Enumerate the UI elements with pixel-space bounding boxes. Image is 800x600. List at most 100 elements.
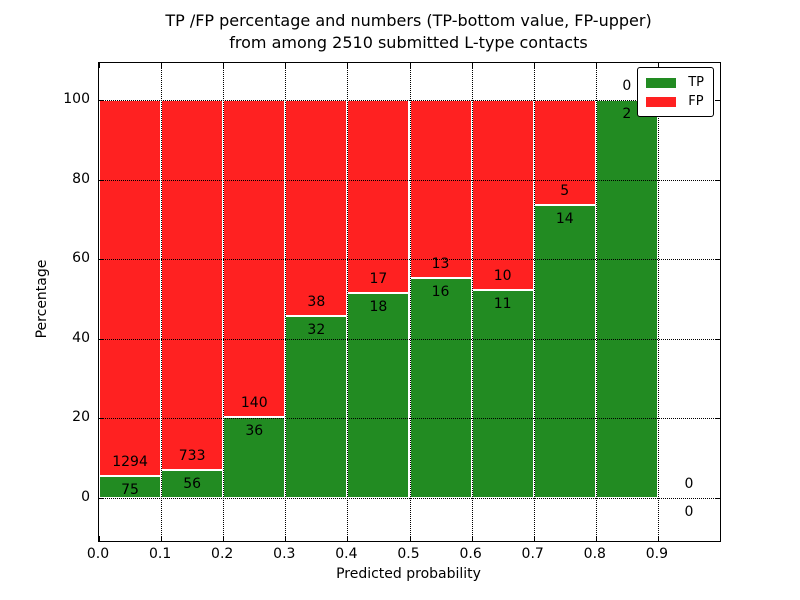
- y-tick-label: 0: [81, 489, 90, 505]
- fp-bar: [471, 100, 534, 290]
- chart-title-line2: from among 2510 submitted L-type contact…: [229, 33, 588, 52]
- x-tick-mark-top: [223, 63, 225, 68]
- tp-bar: [347, 293, 410, 498]
- tp-bar: [99, 476, 162, 498]
- y-tick-mark-right: [715, 418, 720, 420]
- fp-count-label: 10: [493, 267, 512, 284]
- y-tick-mark-right: [715, 338, 720, 340]
- tp-bar: [595, 100, 658, 498]
- tp-bar: [223, 416, 286, 498]
- legend: TP FP: [637, 67, 714, 117]
- x-tick-mark-top: [595, 63, 597, 68]
- x-tick-mark: [595, 536, 597, 541]
- gridline-vertical: [533, 63, 535, 541]
- plot-area: TP FP 1294 75 733 56 140 36 38 32 17 18 13 16 10 11 5 14…: [98, 62, 721, 542]
- tp-legend-swatch-icon: [646, 77, 677, 88]
- x-tick-mark: [285, 536, 287, 541]
- x-tick-mark: [99, 536, 100, 541]
- x-tick-label: 0.2: [211, 546, 234, 562]
- tp-count-label: 32: [307, 322, 326, 339]
- fp-count-label: 0: [622, 78, 632, 94]
- x-tick-mark: [471, 536, 473, 541]
- x-tick-mark: [347, 536, 349, 541]
- tp-bar: [471, 289, 534, 498]
- y-tick-mark: [99, 418, 104, 420]
- x-tick-label: 0.4: [335, 546, 358, 562]
- x-tick-mark: [161, 536, 163, 541]
- y-tick-mark-right: [715, 498, 720, 499]
- x-tick-mark-top: [285, 63, 287, 68]
- fp-bar: [99, 100, 162, 477]
- x-tick-label: 0.7: [521, 546, 544, 562]
- x-tick-mark-top: [347, 63, 349, 68]
- fp-bar: [285, 100, 348, 317]
- y-tick-mark-right: [715, 100, 720, 101]
- fp-bar: [223, 100, 286, 417]
- y-tick-mark: [99, 100, 104, 101]
- chart-title-line1: TP /FP percentage and numbers (TP-bottom…: [165, 11, 652, 30]
- y-tick-label: 100: [63, 91, 90, 107]
- y-tick-mark: [99, 498, 104, 499]
- tp-count-label: 36: [245, 422, 264, 439]
- legend-label: TP: [688, 75, 704, 90]
- y-tick-label: 20: [72, 409, 90, 426]
- tp-count-label: 11: [493, 295, 512, 312]
- legend-entry-tp: TP: [646, 73, 704, 92]
- legend-label: FP: [688, 94, 704, 109]
- y-tick-mark: [99, 338, 104, 340]
- tp-bar: [161, 469, 224, 498]
- tp-count-label: 18: [369, 299, 388, 316]
- x-tick-label: 0.3: [273, 546, 296, 562]
- fp-bar: [347, 100, 410, 294]
- y-tick-mark: [99, 179, 104, 181]
- y-tick-mark-right: [715, 259, 720, 261]
- tp-bar: [533, 204, 596, 498]
- x-tick-label: 0.0: [86, 546, 110, 562]
- x-tick-mark-top: [99, 63, 100, 68]
- tp-count-label: 16: [431, 284, 450, 301]
- y-tick-label: 80: [72, 170, 90, 187]
- x-tick-label: 0.6: [459, 546, 482, 562]
- fp-count-label: 140: [240, 394, 268, 411]
- y-axis-label: Percentage: [34, 259, 50, 339]
- x-tick-mark-top: [657, 63, 659, 68]
- fp-count-label: 5: [560, 182, 570, 199]
- legend-entry-fp: FP: [646, 92, 704, 111]
- gridline-vertical: [161, 63, 163, 541]
- tp-count-label: 56: [183, 475, 202, 492]
- x-tick-mark-top: [409, 63, 411, 68]
- gridline-vertical: [285, 63, 287, 541]
- fp-count-label: 1294: [112, 454, 148, 471]
- fp-count-label: 0: [684, 476, 694, 492]
- y-tick-label: 40: [72, 329, 90, 346]
- y-tick-mark-right: [715, 179, 720, 181]
- gridline-vertical: [471, 63, 473, 541]
- y-tick-mark: [99, 259, 104, 261]
- x-tick-label: 0.5: [397, 546, 420, 562]
- x-tick-mark-top: [161, 63, 163, 68]
- x-tick-mark: [533, 536, 535, 541]
- tp-count-label: 75: [121, 482, 139, 499]
- gridline-vertical: [347, 63, 349, 541]
- tp-bar: [409, 278, 472, 498]
- tp-bar: [285, 316, 348, 498]
- gridline-vertical: [595, 63, 597, 541]
- fp-count-label: 13: [431, 256, 450, 273]
- fp-count-label: 17: [369, 271, 388, 288]
- tp-count-label: 2: [622, 106, 632, 122]
- x-tick-mark: [223, 536, 225, 541]
- x-axis-label: Predicted probability: [336, 566, 481, 582]
- tp-count-label: 14: [555, 210, 574, 227]
- gridline-vertical: [409, 63, 411, 541]
- fp-count-label: 38: [307, 294, 326, 311]
- x-tick-mark: [409, 536, 411, 541]
- y-tick-label: 60: [72, 250, 90, 267]
- gridline-vertical: [223, 63, 225, 541]
- fp-bar: [161, 100, 224, 470]
- x-tick-label: 0.9: [645, 546, 669, 562]
- x-tick-label: 0.8: [583, 546, 606, 562]
- x-tick-mark: [657, 536, 659, 541]
- gridline-vertical: [657, 63, 659, 541]
- fp-count-label: 733: [178, 447, 206, 464]
